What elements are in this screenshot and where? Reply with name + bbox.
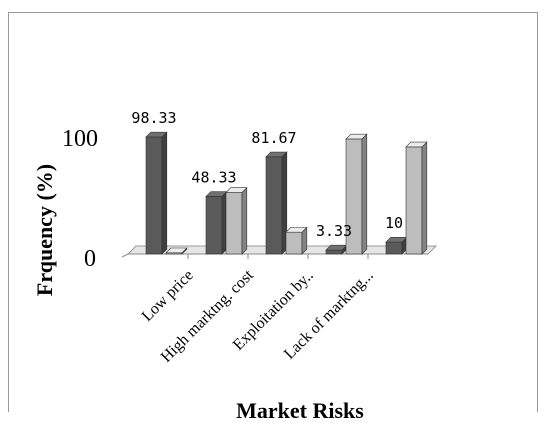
bar-series1-4-front <box>385 241 403 255</box>
bar-series1-2 <box>265 151 288 255</box>
y-axis-ticks: 100 0 <box>62 126 98 272</box>
bar-series1-2-front <box>265 156 283 255</box>
bar-series2-2 <box>285 226 308 255</box>
bar-series2-4-side <box>421 141 428 255</box>
bar-series2-3 <box>345 133 368 255</box>
bar-series2-3-side <box>361 133 368 255</box>
data-label-4: 10 <box>385 214 403 232</box>
data-label-2: 81.67 <box>251 129 296 147</box>
y-tick-label-0: 0 <box>84 246 96 272</box>
bar-series1-2-top <box>265 151 288 158</box>
bar-series1-1 <box>205 190 228 255</box>
bar-series2-0 <box>165 247 188 255</box>
x-axis-stub <box>121 253 129 258</box>
bar-series2-1-front <box>225 192 243 255</box>
bars-group <box>145 131 428 255</box>
bar-series2-1-side <box>241 186 248 255</box>
bar-series1-4 <box>385 236 408 255</box>
data-labels: 98.33 48.33 81.67 3.33 10 <box>131 109 403 240</box>
bar-series1-3-front <box>325 249 343 255</box>
data-label-3: 3.33 <box>316 222 352 240</box>
bar-series2-4-front <box>405 146 423 255</box>
bar-series1-3 <box>325 244 348 255</box>
y-tick-label-100: 100 <box>62 126 98 152</box>
bar-series2-2-top <box>285 227 308 233</box>
data-label-1: 48.33 <box>191 168 236 186</box>
bar-series1-0-side <box>161 131 168 255</box>
bar-series1-0-top <box>145 131 168 138</box>
bar-series2-4-top <box>405 141 428 148</box>
bar-series2-1-top <box>225 187 248 193</box>
bar-series2-2-front <box>285 231 303 255</box>
bar-series2-4 <box>405 141 428 255</box>
bar-series1-0 <box>145 131 168 255</box>
bar-series1-1-front <box>205 196 223 255</box>
data-label-0: 98.33 <box>131 109 176 127</box>
bar-series2-0-top <box>165 247 188 254</box>
y-axis-title: Frquency (%) <box>32 164 57 296</box>
bar-series1-0-front <box>145 136 163 255</box>
category-label-0: Low price <box>139 267 197 325</box>
x-axis-title: Market Risks <box>236 398 364 423</box>
bar-series2-3-top <box>345 133 368 140</box>
bar-series2-1 <box>225 186 248 255</box>
